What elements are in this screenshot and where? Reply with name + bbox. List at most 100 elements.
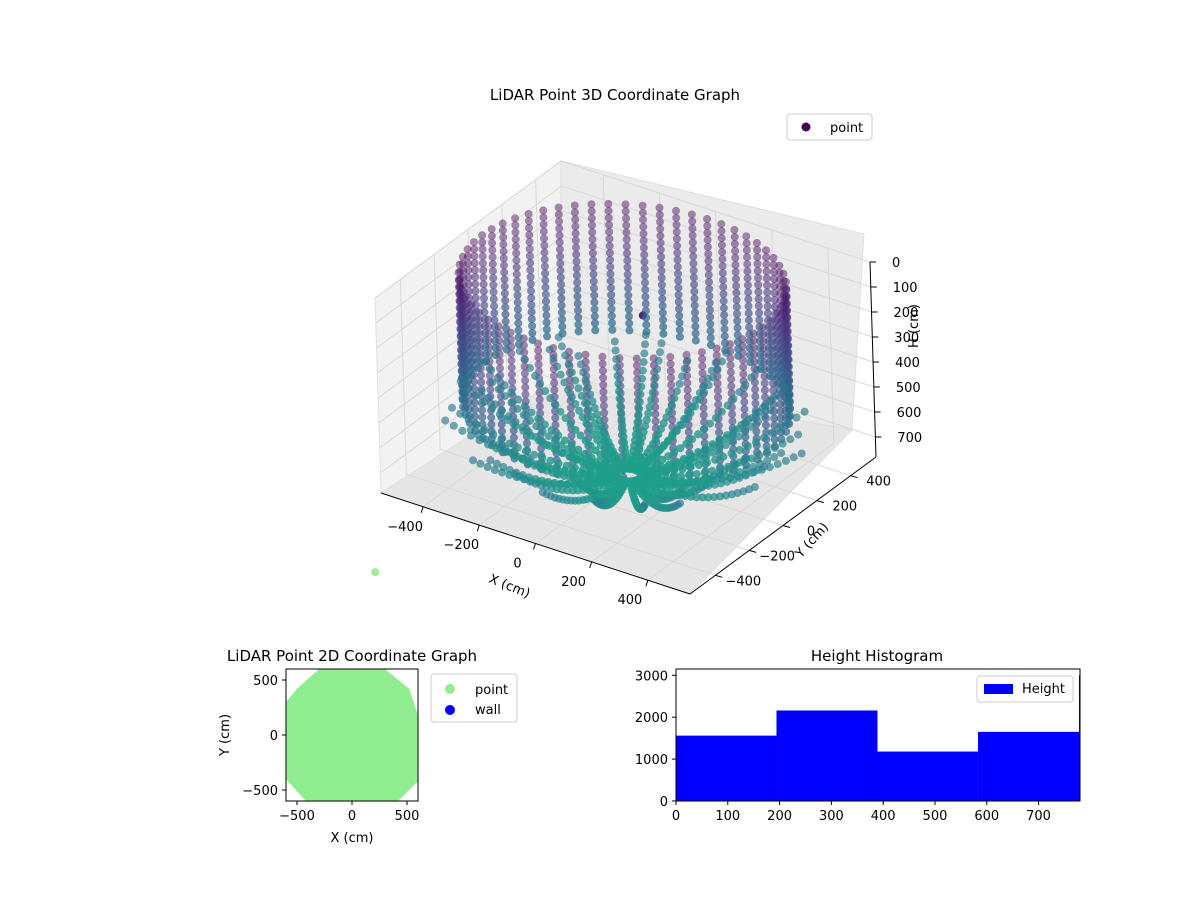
point-3d bbox=[753, 365, 762, 374]
y-tick-mark-3d bbox=[715, 574, 723, 578]
y-tick-label-2d: 0 bbox=[270, 729, 278, 744]
point-3d bbox=[479, 273, 488, 282]
point-3d bbox=[561, 351, 570, 360]
point-3d bbox=[557, 342, 566, 351]
point-3d bbox=[524, 217, 533, 225]
point-3d bbox=[745, 337, 754, 346]
point-3d bbox=[587, 412, 596, 421]
point-2d bbox=[309, 685, 318, 694]
x-tick-mark-3d bbox=[420, 506, 424, 513]
point-2d bbox=[306, 695, 314, 704]
point-3d bbox=[491, 337, 500, 346]
point-3d bbox=[700, 468, 709, 477]
point-3d bbox=[656, 245, 665, 254]
point-3d bbox=[675, 304, 683, 313]
point-3d bbox=[487, 366, 496, 375]
point-3d bbox=[653, 365, 662, 374]
point-3d bbox=[727, 382, 736, 391]
point-3d bbox=[638, 208, 647, 217]
point-3d bbox=[512, 256, 521, 265]
point-3d bbox=[535, 460, 544, 469]
point-3d bbox=[624, 291, 633, 300]
point-3d bbox=[668, 432, 677, 441]
point-3d bbox=[641, 422, 650, 431]
y-tick-mark-3d bbox=[850, 475, 858, 479]
point-3d bbox=[466, 336, 475, 345]
point-3d bbox=[693, 477, 702, 486]
point-3d bbox=[744, 295, 753, 304]
point-3d bbox=[672, 220, 681, 229]
point-3d bbox=[478, 406, 487, 415]
point-3d bbox=[548, 479, 557, 488]
point-3d bbox=[466, 425, 475, 434]
axes-3d: −400 −200 0 200 400 −400 −200 0 200 400 0 100 200 300… bbox=[380, 256, 922, 608]
point-3d bbox=[622, 228, 631, 237]
point-3d bbox=[667, 374, 675, 382]
point-3d bbox=[501, 392, 509, 401]
point-3d bbox=[498, 427, 506, 436]
point-3d bbox=[553, 362, 562, 371]
point-3d bbox=[534, 353, 543, 362]
point-3d bbox=[578, 413, 587, 422]
point-3d bbox=[526, 280, 535, 288]
point-3d bbox=[739, 370, 748, 379]
point-3d bbox=[546, 456, 555, 465]
point-3d bbox=[594, 425, 602, 434]
point-3d bbox=[718, 262, 727, 271]
point-3d bbox=[635, 397, 644, 406]
point-3d bbox=[786, 435, 795, 444]
point-3d bbox=[574, 306, 582, 315]
point-2d bbox=[327, 675, 336, 684]
point-3d bbox=[658, 301, 667, 310]
point-3d bbox=[584, 406, 593, 415]
y-tick-mark-3d bbox=[782, 525, 791, 528]
point-3d bbox=[744, 302, 753, 311]
x-tick-label-3d: 0 bbox=[513, 557, 521, 572]
point-3d bbox=[608, 318, 616, 327]
z-tick-label-3d: 700 bbox=[897, 431, 922, 446]
point-3d bbox=[697, 348, 706, 357]
point-3d bbox=[780, 384, 789, 393]
point-3d bbox=[539, 220, 548, 229]
point-3d bbox=[670, 448, 679, 457]
point-3d bbox=[655, 210, 664, 219]
point-3d bbox=[536, 379, 545, 388]
point-3d bbox=[753, 253, 762, 261]
point-3d bbox=[757, 465, 766, 474]
point-3d bbox=[572, 250, 581, 259]
point-3d bbox=[557, 287, 566, 296]
x-tick-label-3d: 200 bbox=[561, 575, 586, 590]
point-3d bbox=[542, 297, 550, 306]
y-tick-label-histogram: 0 bbox=[660, 795, 668, 810]
point-3d bbox=[734, 351, 743, 360]
point-3d bbox=[489, 288, 498, 297]
histogram-bar bbox=[977, 731, 1079, 801]
point-3d bbox=[501, 296, 510, 305]
point-3d bbox=[715, 428, 723, 437]
point-3d bbox=[657, 252, 666, 261]
point-3d bbox=[513, 291, 522, 300]
axes-2d: −500 0 500 −500 0 500 bbox=[242, 674, 419, 824]
point-3d bbox=[654, 356, 663, 365]
point-2d bbox=[398, 702, 406, 711]
point-3d bbox=[520, 355, 529, 364]
histogram-bars bbox=[676, 675, 1080, 801]
point-3d bbox=[572, 243, 580, 252]
point-3d bbox=[527, 301, 536, 309]
point-3d bbox=[719, 283, 728, 292]
point-3d bbox=[755, 451, 764, 460]
point-3d bbox=[657, 259, 666, 268]
point-3d bbox=[746, 351, 754, 360]
point-3d bbox=[487, 420, 496, 429]
point-3d bbox=[528, 322, 537, 330]
point-3d bbox=[574, 445, 583, 454]
point-3d bbox=[483, 463, 492, 471]
point-3d bbox=[481, 336, 490, 345]
y-tick-label-3d: −200 bbox=[759, 549, 795, 564]
point-3d bbox=[704, 257, 713, 265]
point-3d bbox=[562, 461, 571, 470]
point-3d bbox=[762, 274, 771, 283]
point-3d bbox=[713, 379, 722, 388]
point-3d bbox=[754, 274, 762, 282]
legend-3d: point bbox=[786, 113, 873, 141]
